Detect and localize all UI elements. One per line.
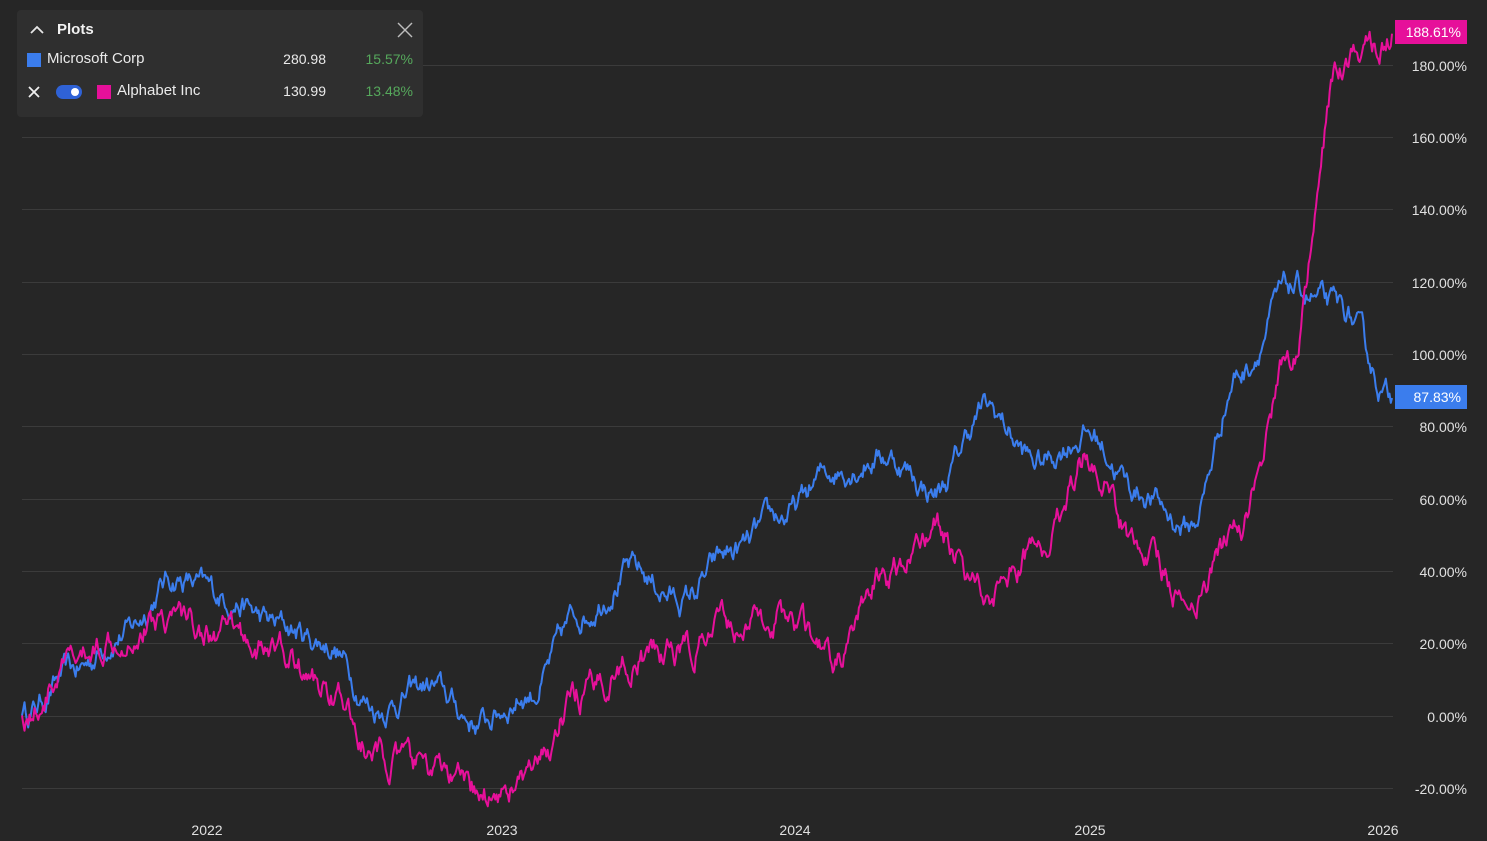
toggle-knob xyxy=(71,88,79,96)
microsoft-line xyxy=(21,269,1393,735)
alphabet-color-swatch xyxy=(97,85,111,99)
y-tick-label: 80.00% xyxy=(1419,418,1467,435)
y-tick-label: -20.00% xyxy=(1414,780,1467,797)
legend-header: Plots xyxy=(17,10,423,50)
alphabet-last-value-tag: 188.61% xyxy=(1395,20,1467,44)
y-tick-label: 140.00% xyxy=(1411,201,1467,218)
x-tick-label: 2024 xyxy=(779,822,811,838)
y-tick-label: 20.00% xyxy=(1419,635,1467,652)
close-icon[interactable] xyxy=(396,21,414,39)
x-tick-label: 2023 xyxy=(486,822,518,838)
series-change: 15.57% xyxy=(365,51,413,67)
y-tick-label: 120.00% xyxy=(1411,274,1467,291)
y-tick-label: 0.00% xyxy=(1427,708,1467,725)
chevron-up-icon[interactable] xyxy=(29,22,45,38)
x-tick-label: 2026 xyxy=(1367,822,1399,838)
legend-title: Plots xyxy=(57,21,94,38)
y-tick-label: 100.00% xyxy=(1411,346,1467,363)
legend-row-microsoft[interactable]: Microsoft Corp 280.98 15.57% xyxy=(17,46,423,74)
series-value: 280.98 xyxy=(283,51,326,67)
alphabet-line xyxy=(21,30,1393,808)
y-tick-label: 180.00% xyxy=(1411,57,1467,74)
series-value: 130.99 xyxy=(283,83,326,99)
series-change: 13.48% xyxy=(365,83,413,99)
x-tick-label: 2025 xyxy=(1074,822,1106,838)
microsoft-color-swatch xyxy=(27,53,41,67)
series-name: Alphabet Inc xyxy=(117,82,201,99)
legend-row-alphabet[interactable]: Alphabet Inc 130.99 13.48% xyxy=(17,78,423,106)
series-visibility-toggle[interactable] xyxy=(56,85,82,99)
grid-lines xyxy=(22,65,1393,789)
y-tick-label: 60.00% xyxy=(1419,491,1467,508)
remove-series-icon[interactable] xyxy=(27,85,41,99)
plots-legend-panel: Plots Microsoft Corp 280.98 15.57% Alpha… xyxy=(17,10,423,117)
x-tick-label: 2022 xyxy=(191,822,223,838)
y-tick-label: 40.00% xyxy=(1419,563,1467,580)
y-tick-label: 160.00% xyxy=(1411,129,1467,146)
series-name: Microsoft Corp xyxy=(47,50,145,67)
microsoft-last-value-tag: 87.83% xyxy=(1395,385,1467,409)
